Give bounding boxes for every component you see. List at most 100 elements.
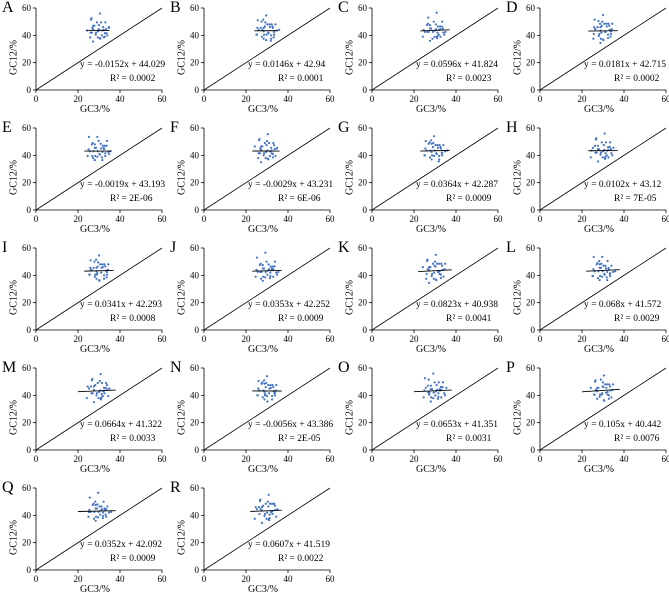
data-point <box>436 31 439 34</box>
x-tick-label: 20 <box>578 94 588 104</box>
data-point <box>88 496 91 499</box>
regression-line <box>252 270 282 272</box>
data-point <box>106 388 109 391</box>
data-point <box>601 13 605 16</box>
data-point <box>265 14 268 17</box>
data-point <box>602 386 605 389</box>
regression-equation: y = 0.0146x + 42.94 <box>248 60 326 70</box>
data-point <box>263 512 266 516</box>
data-point <box>273 394 277 397</box>
x-axis-label: GC3/% <box>248 224 278 235</box>
data-point <box>96 381 99 385</box>
chart-svg: 0 20 40 60 0 20 40 60 <box>358 123 503 224</box>
data-point <box>605 154 608 157</box>
data-point <box>107 152 111 156</box>
x-tick-label: 60 <box>326 94 336 104</box>
x-tick-label: 0 <box>538 334 543 344</box>
data-point <box>433 271 436 274</box>
data-point <box>608 24 611 27</box>
data-point <box>99 263 102 266</box>
data-point <box>264 156 267 160</box>
y-tick-label: 20 <box>22 178 32 188</box>
data-point <box>265 260 268 263</box>
data-point <box>94 33 97 36</box>
y-tick-label: 0 <box>27 325 32 335</box>
data-point <box>93 143 96 146</box>
data-point <box>259 26 262 29</box>
data-point <box>436 397 440 400</box>
data-point <box>437 381 440 384</box>
data-point <box>604 264 607 267</box>
data-point <box>423 154 426 157</box>
data-point <box>94 519 97 522</box>
data-point <box>428 39 432 42</box>
data-point <box>266 133 269 136</box>
data-point <box>95 277 98 280</box>
data-point <box>96 503 99 506</box>
panel-label: K <box>338 239 350 256</box>
data-point <box>278 28 281 31</box>
data-point <box>105 515 108 518</box>
panel-label: R <box>170 479 181 496</box>
data-point <box>592 37 595 40</box>
r-squared: R² = 0.0041 <box>446 314 492 324</box>
data-point <box>87 148 90 151</box>
x-tick-label: 20 <box>410 214 420 224</box>
panel-label: A <box>2 0 14 16</box>
data-point <box>425 259 429 263</box>
y-axis-label: GC12/% <box>176 400 188 435</box>
x-tick-label: 20 <box>242 214 252 224</box>
x-tick-label: 60 <box>662 94 669 104</box>
data-point <box>103 507 106 510</box>
data-point <box>436 25 440 28</box>
x-tick-label: 20 <box>74 94 84 104</box>
data-point <box>601 255 604 258</box>
y-tick-label: 0 <box>195 325 200 335</box>
data-point <box>253 517 256 520</box>
data-point <box>103 32 106 35</box>
x-tick-label: 20 <box>578 214 588 224</box>
data-point <box>264 251 267 254</box>
x-tick-label: 0 <box>202 574 207 584</box>
data-point <box>426 22 429 25</box>
neutrality-line <box>371 127 499 211</box>
data-point <box>431 30 434 34</box>
chart-svg: 0 20 40 60 0 20 40 60 <box>526 123 669 224</box>
data-point <box>432 372 435 375</box>
data-point <box>96 36 99 39</box>
data-point <box>445 386 448 389</box>
y-tick-label: 40 <box>358 390 368 400</box>
panel-label: C <box>338 0 349 16</box>
x-tick-label: 40 <box>116 334 126 344</box>
x-tick-label: 0 <box>370 214 375 224</box>
data-point <box>100 34 104 37</box>
y-tick-label: 0 <box>531 445 536 455</box>
data-point <box>611 22 614 25</box>
data-point <box>94 154 97 158</box>
data-point <box>266 400 269 403</box>
data-point <box>600 262 603 265</box>
data-point <box>592 255 595 258</box>
data-point <box>89 385 93 388</box>
y-tick-label: 20 <box>190 298 200 308</box>
chart-svg: 0 20 40 60 0 20 40 60 <box>22 483 167 584</box>
data-point <box>431 262 434 265</box>
x-tick-label: 20 <box>242 454 252 464</box>
data-point <box>441 386 444 389</box>
neutrality-line <box>203 367 331 451</box>
data-point <box>435 11 438 14</box>
x-tick-label: 0 <box>202 94 207 104</box>
y-tick-label: 0 <box>531 85 536 95</box>
data-point <box>430 274 433 278</box>
data-point <box>264 502 267 505</box>
neutrality-line <box>539 7 667 91</box>
data-point <box>90 31 93 34</box>
r-squared: R² = 7E-05 <box>614 194 657 204</box>
data-point <box>256 19 259 22</box>
data-point <box>442 143 445 147</box>
data-point <box>433 154 436 158</box>
y-axis-label: GC12/% <box>512 280 524 315</box>
r-squared: R² = 0.0001 <box>278 74 324 84</box>
regression-line <box>418 269 452 273</box>
x-tick-label: 60 <box>158 94 168 104</box>
